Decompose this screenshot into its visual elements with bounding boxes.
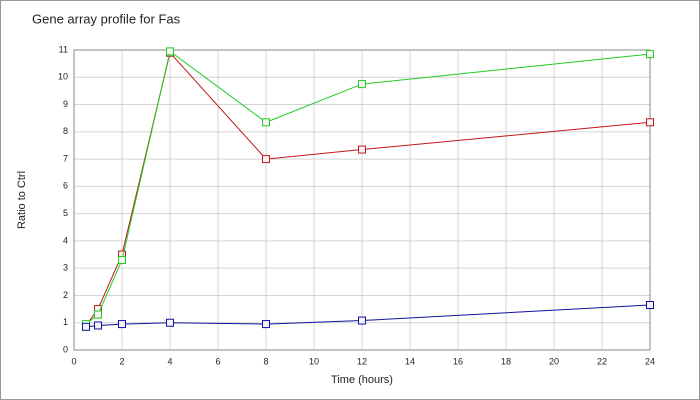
plot-border	[73, 49, 651, 351]
y-tick-label: 4	[63, 235, 68, 245]
x-tick-label: 6	[215, 356, 220, 366]
x-tick-label: 0	[71, 356, 76, 366]
y-tick-label: 3	[63, 263, 68, 273]
marker	[358, 80, 366, 89]
marker	[358, 145, 366, 154]
y-tick-label: 8	[63, 126, 68, 136]
y-tick-label: 9	[63, 99, 68, 109]
y-tick-label: 6	[63, 181, 68, 191]
marker	[646, 301, 654, 309]
marker	[82, 322, 90, 331]
chart-title: Gene array profile for Fas	[32, 11, 181, 26]
y-tick-label: 5	[63, 208, 68, 218]
marker	[166, 318, 174, 327]
marker	[118, 320, 126, 329]
y-tick-label: 1	[63, 317, 68, 327]
x-tick-label: 4	[167, 356, 172, 366]
x-tick-label: 10	[309, 356, 319, 366]
y-tick-label: 7	[63, 153, 68, 163]
y-tick-label: 10	[58, 72, 68, 82]
x-tick-label: 18	[501, 356, 511, 366]
x-axis-label: Time (hours)	[331, 374, 393, 386]
y-tick-label: 0	[63, 344, 68, 354]
x-tick-label: 8	[263, 356, 268, 366]
x-tick-label: 24	[645, 356, 655, 366]
y-axis-label: Ratio to Ctrl	[16, 171, 28, 229]
y-tick-label: 2	[63, 290, 68, 300]
y-tick-label: 11	[59, 44, 68, 54]
x-tick-label: 12	[357, 356, 367, 366]
marker	[262, 155, 270, 164]
marker	[262, 320, 270, 329]
marker	[94, 321, 102, 330]
x-tick-label: 14	[405, 356, 415, 366]
marker	[94, 310, 102, 319]
marker	[646, 50, 654, 59]
x-tick-label: 16	[453, 356, 463, 366]
x-tick-label: 20	[549, 356, 559, 366]
x-tick-label: 2	[119, 356, 124, 366]
marker	[118, 256, 126, 264]
x-tick-label: 22	[597, 356, 607, 366]
marker	[166, 47, 174, 56]
marker	[358, 316, 366, 325]
marker	[646, 118, 654, 127]
marker	[262, 118, 270, 127]
